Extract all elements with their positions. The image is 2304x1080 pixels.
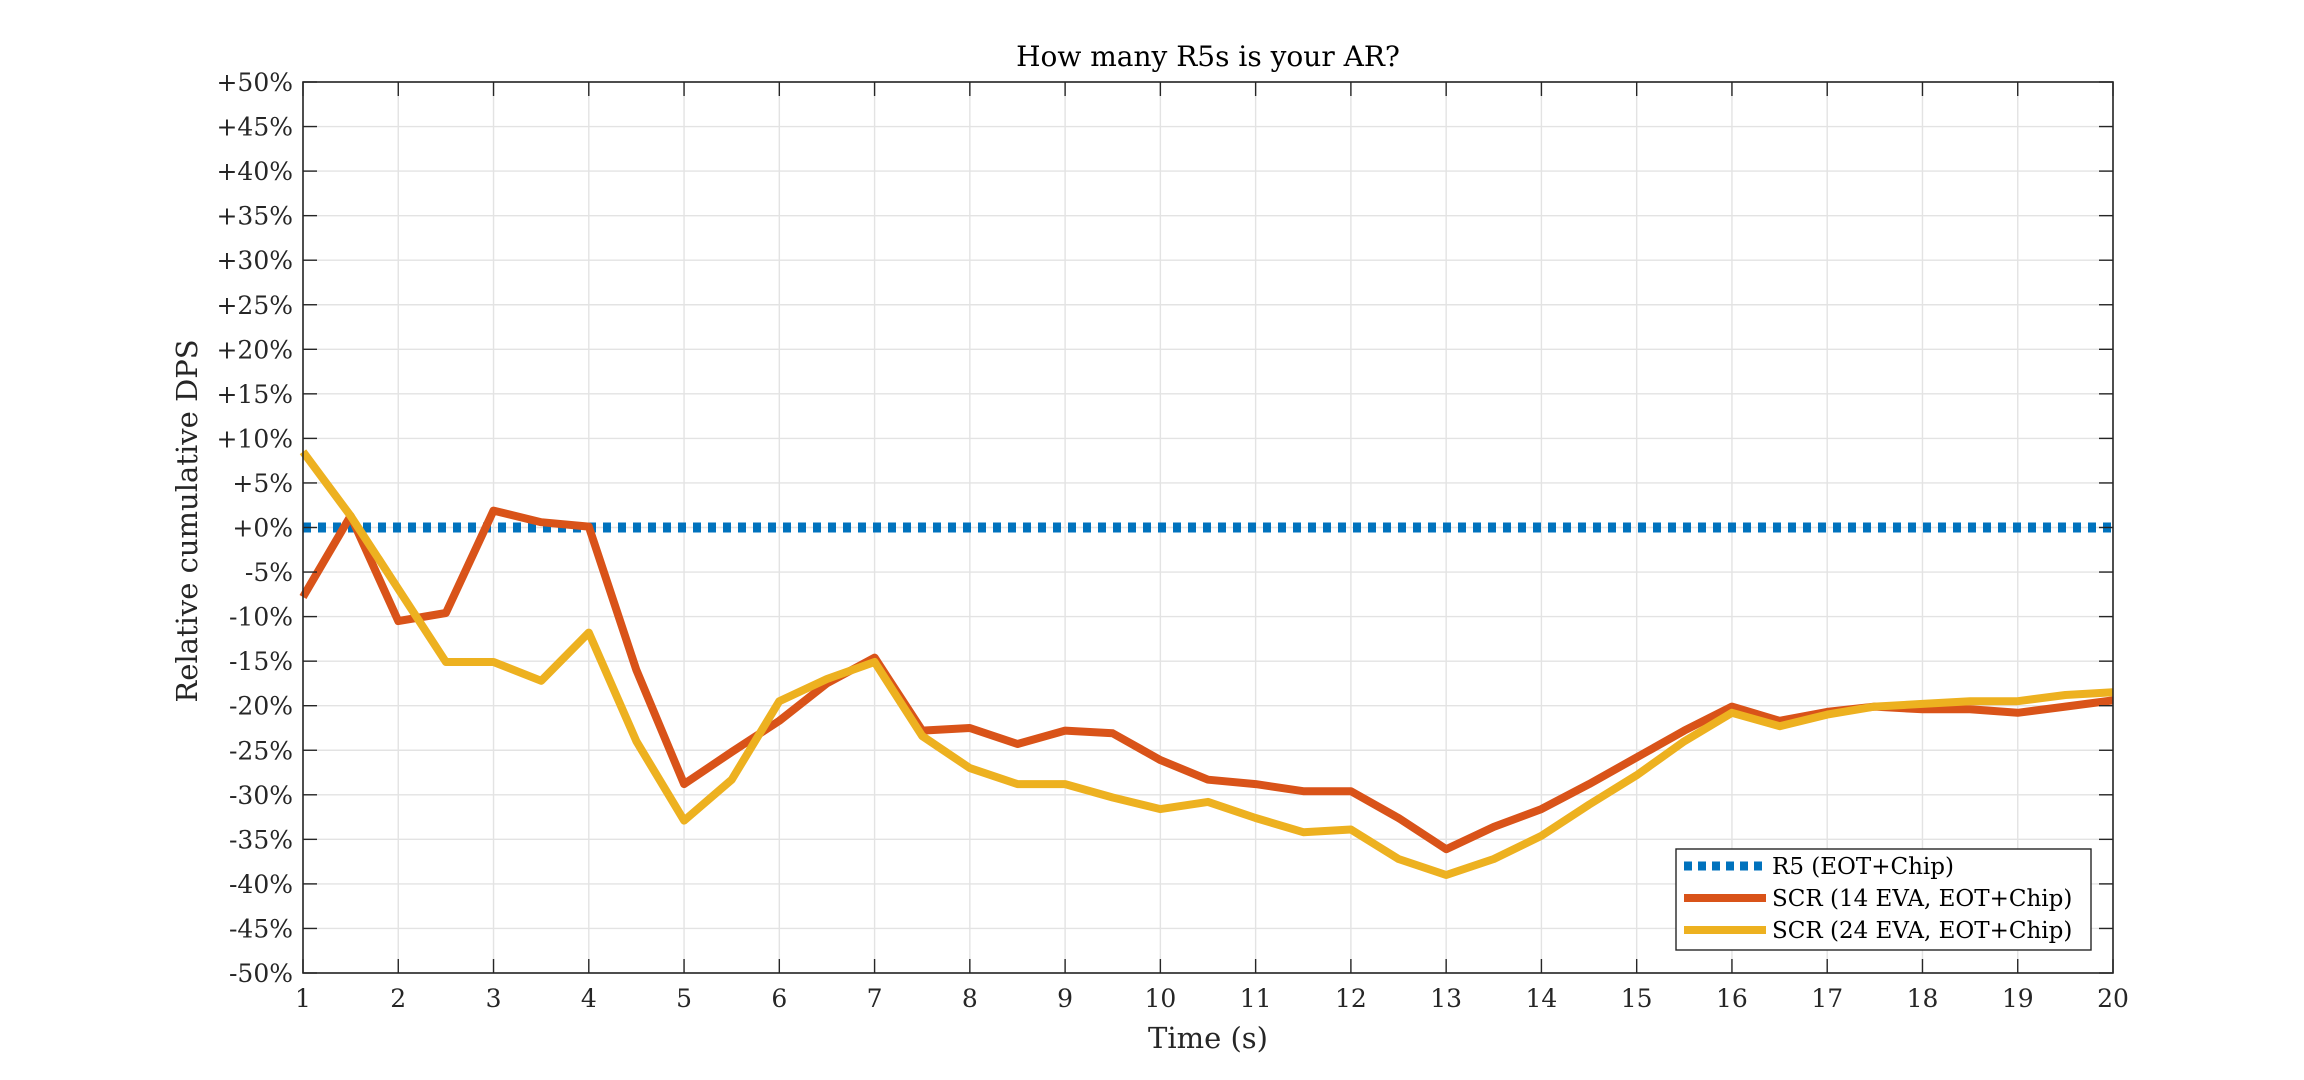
y-tick-label: -20% [229, 692, 293, 721]
y-tick-label: -25% [229, 736, 293, 765]
x-tick-label: 10 [1144, 984, 1176, 1013]
axes: 1 2 3 4 5 6 7 8 9 10 11 12 13 14 15 16 17 18 19 20+50%+45%+… [216, 68, 2128, 1013]
legend: R5 (EOT+Chip) SCR (14 EVA, EOT+Chip) SCR (… [1675, 848, 2092, 951]
x-tick-label: 8 [962, 984, 978, 1013]
x-tick-label: 6 [771, 984, 787, 1013]
y-tick-label: -15% [229, 647, 293, 676]
series-line-3 [299, 449, 2114, 879]
y-tick-label: +35% [216, 202, 293, 231]
x-tick-label: 13 [1430, 984, 1462, 1013]
x-tick-label: 12 [1335, 984, 1367, 1013]
y-tick-label: +30% [216, 246, 293, 275]
y-tick-label: -40% [229, 870, 293, 899]
y-tick-label: +0% [232, 514, 293, 543]
chart-title: How many R5s is your AR? [1016, 40, 1400, 73]
x-tick-label: 9 [1057, 984, 1073, 1013]
x-tick-label: 2 [390, 984, 406, 1013]
legend-label: R5 (EOT+Chip) [1772, 854, 1954, 880]
y-tick-label: -10% [229, 603, 293, 632]
x-tick-label: 4 [581, 984, 597, 1013]
y-tick-label: -5% [245, 558, 293, 587]
x-axis-label: Time (s) [1148, 1021, 1268, 1055]
y-tick-label: +25% [216, 291, 293, 320]
legend-label: SCR (14 EVA, EOT+Chip) [1772, 886, 2072, 912]
y-tick-label: +5% [232, 469, 293, 498]
x-tick-label: 1 [295, 984, 311, 1013]
x-tick-label: 11 [1240, 984, 1272, 1013]
y-tick-label: +10% [216, 424, 293, 453]
y-tick-label: +15% [216, 380, 293, 409]
y-tick-label: +50% [216, 68, 293, 97]
y-tick-label: -45% [229, 914, 293, 943]
y-tick-label: -50% [229, 959, 293, 988]
x-tick-label: 20 [2097, 984, 2129, 1013]
plot-border [302, 81, 2114, 974]
x-tick-label: 17 [1811, 984, 1843, 1013]
x-tick-label: 15 [1621, 984, 1653, 1013]
x-tick-label: 14 [1526, 984, 1558, 1013]
x-tick-label: 3 [486, 984, 502, 1013]
x-tick-label: 16 [1716, 984, 1748, 1013]
x-tick-label: 7 [867, 984, 883, 1013]
y-axis-label: Relative cumulative DPS [170, 339, 204, 702]
x-tick-label: 19 [2002, 984, 2034, 1013]
x-tick-label: 18 [1907, 984, 1939, 1013]
legend-label: SCR (24 EVA, EOT+Chip) [1772, 918, 2072, 944]
x-tick-label: 5 [676, 984, 692, 1013]
y-tick-label: +20% [216, 335, 293, 364]
series-lines [299, 449, 2114, 879]
y-tick-label: +40% [216, 157, 293, 186]
y-tick-label: +45% [216, 113, 293, 142]
y-tick-label: -35% [229, 825, 293, 854]
y-tick-label: -30% [229, 781, 293, 810]
